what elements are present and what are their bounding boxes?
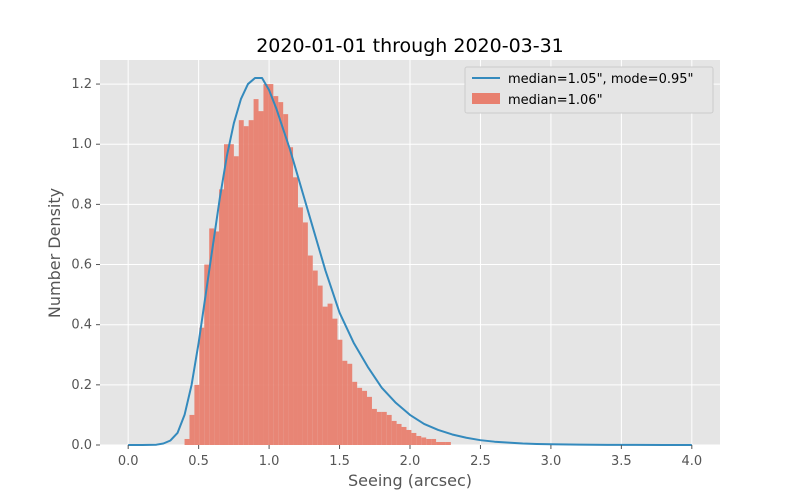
histogram-bar: [371, 408, 377, 445]
axis-ticks: 0.0 0.5 1.0 1.5 2.0 2.5 3.0 3.5 4.0 0.0 0.2 0.4 0.6 0…: [71, 77, 702, 469]
histogram-bar: [214, 231, 220, 445]
x-tick-label: 1.5: [329, 454, 350, 469]
legend-box: [464, 66, 714, 114]
histogram-bar: [367, 396, 372, 445]
legend-bar-swatch: [472, 93, 500, 104]
histogram-bar: [317, 285, 323, 445]
x-tick-label: 0.0: [118, 454, 139, 469]
histogram-bar: [406, 429, 412, 445]
histogram-bar: [332, 318, 338, 445]
histogram-bar: [411, 432, 417, 445]
histogram-bar: [416, 435, 422, 445]
x-axis-label: Seeing (arcsec): [348, 471, 472, 490]
legend: median=1.05", mode=0.95" median=1.06": [464, 66, 714, 114]
histogram-bar: [283, 114, 289, 445]
histogram-bar: [209, 228, 215, 445]
histogram-bar: [224, 144, 229, 445]
histogram-bar: [293, 177, 298, 445]
histogram-bar: [248, 120, 254, 445]
histogram-bar: [243, 126, 249, 445]
histogram-bar: [288, 147, 294, 445]
histogram-bar: [312, 270, 318, 445]
y-tick-label: 0.8: [71, 197, 92, 212]
histogram-bar: [386, 414, 392, 445]
histogram-bar: [238, 120, 244, 445]
histogram-bar: [204, 264, 210, 445]
histogram-bar: [194, 384, 200, 445]
histogram-bar: [376, 411, 382, 445]
histogram-bar: [253, 99, 259, 445]
histogram-bar: [278, 102, 284, 445]
y-tick-label: 1.0: [71, 137, 92, 152]
histogram-bar: [421, 437, 427, 445]
histogram-bar: [436, 441, 441, 445]
density-line-layer: [128, 77, 692, 446]
histogram-bar: [445, 441, 451, 445]
histogram-bar: [337, 339, 343, 445]
y-tick-label: 0.2: [71, 378, 92, 393]
histogram-bar: [307, 255, 313, 445]
x-tick-label: 3.5: [611, 454, 632, 469]
histogram-bar: [302, 222, 308, 445]
x-tick-label: 0.5: [188, 454, 209, 469]
histogram-bar: [401, 426, 407, 445]
histogram-bar: [347, 363, 353, 445]
histogram-bar: [342, 360, 348, 445]
legend-line-label: median=1.05", mode=0.95": [508, 72, 694, 87]
y-tick-label: 0.0: [71, 438, 92, 453]
x-tick-label: 1.0: [259, 454, 280, 469]
histogram-bar: [273, 96, 279, 445]
histogram-bar: [219, 189, 224, 445]
x-tick-label: 2.5: [470, 454, 491, 469]
x-tick-label: 2.0: [400, 454, 421, 469]
histogram-bar: [263, 84, 269, 445]
y-axis-label: Number Density: [45, 188, 64, 318]
histogram-bar: [268, 84, 274, 445]
histogram-bar: [199, 327, 205, 445]
histogram-bar: [322, 306, 328, 445]
histogram-bar: [189, 414, 195, 445]
histogram-bar: [258, 111, 264, 445]
histogram-bar: [357, 387, 363, 445]
histogram-bar: [362, 390, 368, 445]
histogram-bar: [228, 144, 234, 445]
histogram-bar: [441, 441, 446, 445]
legend-bar-label: median=1.06": [508, 93, 603, 108]
chart-title: 2020-01-01 through 2020-03-31: [256, 35, 564, 57]
histogram-bar: [327, 303, 333, 445]
y-tick-label: 0.4: [71, 318, 92, 333]
histogram-bar: [396, 423, 402, 445]
density-line: [128, 77, 692, 446]
histogram-bar: [431, 438, 437, 445]
histogram-bar: [381, 411, 387, 445]
histogram-bar: [426, 438, 432, 445]
x-tick-label: 3.0: [541, 454, 562, 469]
histogram-bar: [233, 156, 239, 445]
x-tick-label: 4.0: [681, 454, 702, 469]
histogram-bar: [391, 420, 397, 445]
histogram-bar: [297, 207, 303, 445]
histogram-bar: [352, 381, 358, 445]
y-tick-label: 1.2: [71, 77, 92, 92]
histogram-bars: [184, 84, 451, 445]
histogram-bar: [184, 438, 190, 445]
y-tick-label: 0.6: [71, 258, 92, 273]
